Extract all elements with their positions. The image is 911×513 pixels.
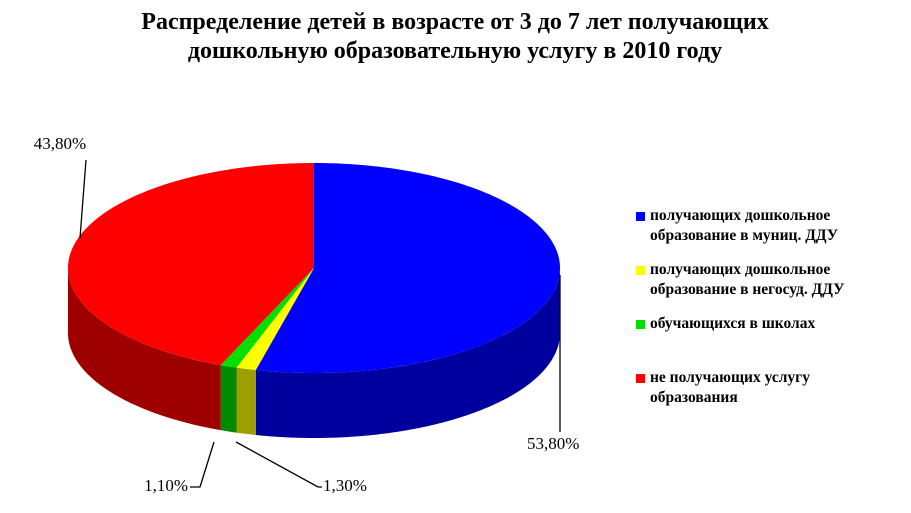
data-label: 43,80% <box>34 134 86 153</box>
slice-side <box>255 268 561 438</box>
leader-line <box>79 159 87 239</box>
slice <box>255 163 560 373</box>
legend-swatch <box>636 266 645 275</box>
legend-label: получающих дошкольное образование в муни… <box>650 207 839 244</box>
slice-side <box>236 367 256 436</box>
data-label: 1,10% <box>144 476 188 495</box>
data-label: 53,80% <box>527 434 579 453</box>
legend-swatch <box>636 212 645 221</box>
legend-label: не получающих услугу образования <box>650 369 810 406</box>
chart-title: Распределение детей в возрасте от 3 до 7… <box>141 9 769 64</box>
legend-item: обучающихся в школах <box>636 314 901 368</box>
slice <box>68 163 314 366</box>
slice-side <box>220 365 237 433</box>
legend-item: получающих дошкольное образование в него… <box>636 260 901 314</box>
slice <box>220 268 314 368</box>
legend-label: обучающихся в школах <box>650 315 816 332</box>
legend-swatch <box>636 320 645 329</box>
leader-line <box>190 441 215 488</box>
data-label: 1,30% <box>323 476 367 495</box>
slice-side <box>68 268 221 431</box>
legend-label: получающих дошкольное образование в него… <box>650 261 845 298</box>
slice <box>236 268 314 371</box>
legend-item: получающих дошкольное образование в муни… <box>636 206 901 260</box>
legend-item: не получающих услугу образования <box>636 368 901 422</box>
legend-swatch <box>636 374 645 383</box>
leader-line <box>235 441 322 488</box>
legend: получающих дошкольное образование в муни… <box>636 206 901 422</box>
